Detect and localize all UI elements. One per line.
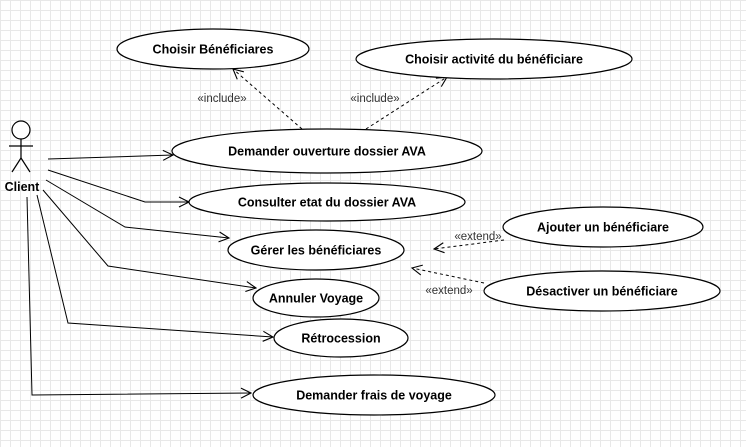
include-label-1: «include» [197, 93, 246, 105]
include-choisir-activite [365, 77, 447, 130]
extend-label-2: «extend» [425, 285, 472, 297]
use-case-label: Choisir activité du bénéficiare [405, 53, 583, 67]
association-annuler-voyage [42, 189, 256, 288]
use-case-shape [355, 38, 633, 80]
actor-head [11, 120, 31, 140]
association-retrocession [36, 194, 273, 337]
include-label-2: «include» [350, 93, 399, 105]
association-gerer-beneficiaires [45, 179, 229, 238]
actor-right-leg [20, 157, 31, 173]
use-case-shape [171, 128, 483, 174]
use-case-demander-ouverture[interactable]: Demander ouverture dossier AVA [171, 128, 483, 174]
use-case-label: Gérer les bénéficiares [251, 244, 382, 258]
association-demander-ouverture [47, 155, 173, 159]
association-consulter-etat [47, 169, 189, 202]
actor-client[interactable]: Client [5, 120, 41, 194]
use-case-ajouter-beneficiaire[interactable]: Ajouter un bénéficiare [502, 206, 704, 248]
use-case-consulter-etat[interactable]: Consulter etat du dossier AVA [188, 182, 466, 222]
use-case-label: Rétrocession [301, 332, 380, 346]
use-case-demander-frais[interactable]: Demander frais de voyage [252, 374, 496, 416]
use-case-desactiver-beneficiaire[interactable]: Désactiver un bénéficiare [483, 270, 721, 312]
use-case-retrocession[interactable]: Rétrocession [273, 318, 409, 358]
use-case-shape [188, 182, 466, 222]
actor-name: Client [5, 180, 41, 194]
use-case-label: Consulter etat du dossier AVA [238, 196, 416, 210]
actor-left-leg [11, 157, 22, 173]
use-case-shape [252, 374, 496, 416]
use-case-shape [252, 278, 380, 318]
use-case-label: Choisir Bénéficiares [153, 43, 274, 57]
use-case-shape [227, 229, 405, 271]
extend-desactiver [412, 268, 485, 284]
use-case-label: Annuler Voyage [269, 292, 363, 306]
use-case-label: Désactiver un bénéficiare [526, 285, 678, 299]
use-case-shape [116, 28, 310, 70]
association-demander-frais [26, 196, 251, 395]
use-case-gerer-beneficiaires[interactable]: Gérer les bénéficiares [227, 229, 405, 271]
use-case-label: Demander frais de voyage [296, 389, 452, 403]
use-case-shape [502, 206, 704, 248]
use-case-shape [483, 270, 721, 312]
use-case-choisir-activite[interactable]: Choisir activité du bénéficiare [355, 38, 633, 80]
use-case-label: Ajouter un bénéficiare [537, 221, 669, 235]
use-case-label: Demander ouverture dossier AVA [228, 145, 426, 159]
use-case-annuler-voyage[interactable]: Annuler Voyage [252, 278, 380, 318]
use-case-shape [273, 318, 409, 358]
use-case-choisir-beneficiaires[interactable]: Choisir Bénéficiares [116, 28, 310, 70]
extend-label-1: «extend» [454, 231, 501, 243]
